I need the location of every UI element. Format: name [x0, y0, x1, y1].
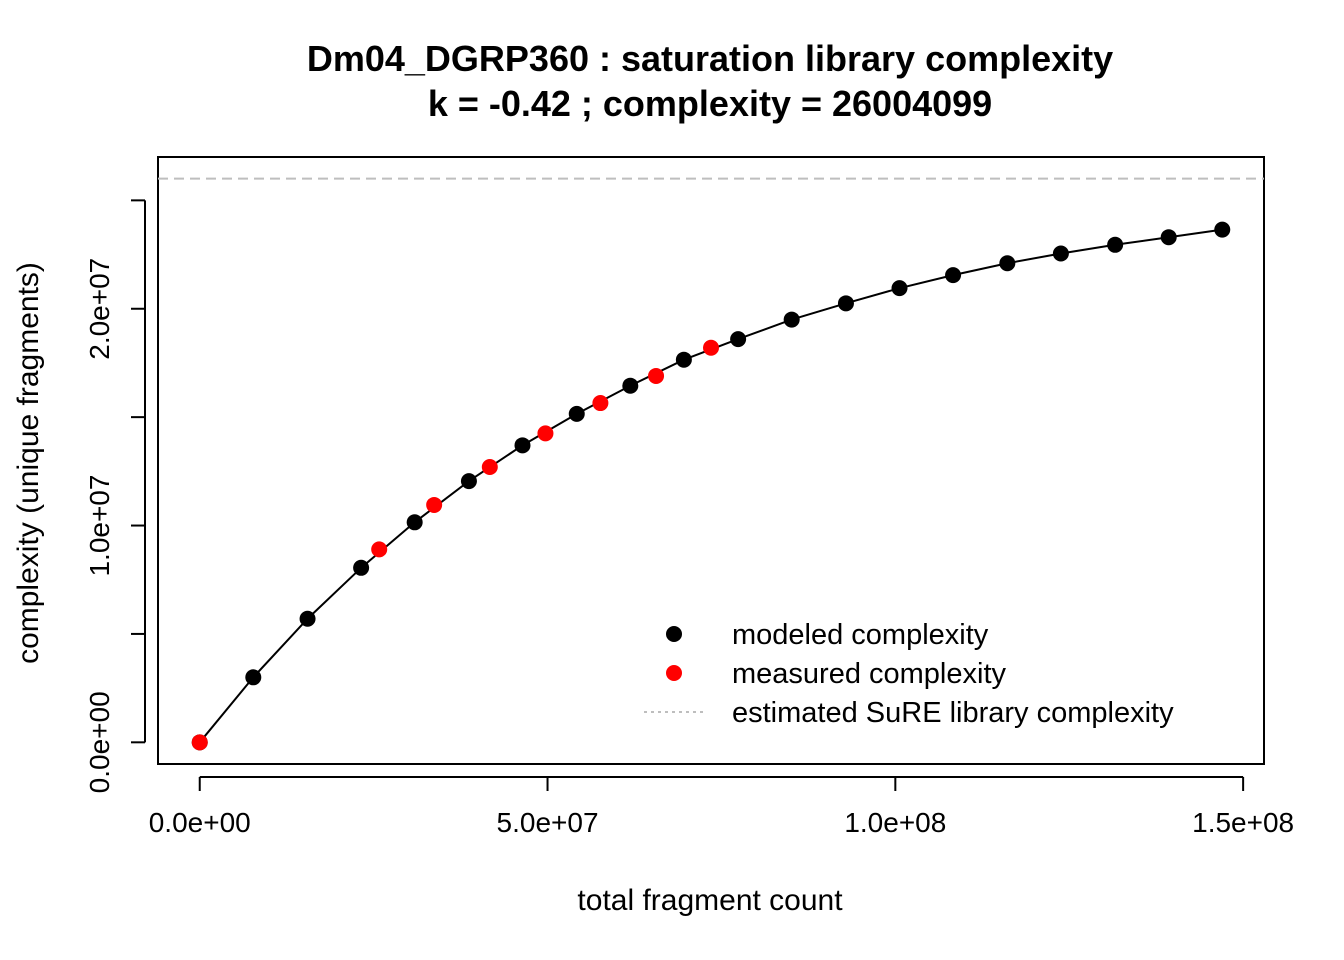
chart-title: Dm04_DGRP360 : saturation library comple… — [307, 38, 1113, 79]
modeled-point — [353, 559, 370, 576]
modeled-point — [1052, 245, 1069, 262]
y-tick-label: 0.0e+00 — [84, 691, 115, 793]
x-tick-label: 5.0e+07 — [497, 807, 599, 838]
modeled-point — [1107, 236, 1124, 253]
modeled-point — [783, 311, 800, 328]
modeled-point — [622, 377, 639, 394]
legend: modeled complexity measured complexity est… — [644, 619, 1174, 729]
modeled-point — [514, 437, 531, 454]
modeled-point — [1160, 229, 1177, 246]
modeled-point — [406, 514, 423, 531]
modeled-point — [245, 669, 262, 686]
y-axis-label: complexity (unique fragments) — [12, 262, 45, 664]
axes: 0.0e+00 5.0e+07 1.0e+08 1.5e+08 0.0e+00 1.0e+… — [84, 199, 1294, 838]
measured-point — [426, 496, 443, 513]
legend-label: estimated SuRE library complexity — [732, 697, 1174, 729]
series-layer — [191, 221, 1231, 751]
modeled-point — [568, 405, 585, 422]
measured-point — [648, 367, 665, 384]
x-axis-label: total fragment count — [577, 884, 843, 917]
legend-measured-marker — [666, 665, 682, 681]
legend-label: measured complexity — [732, 658, 1006, 690]
modeled-point — [837, 295, 854, 312]
measured-point — [371, 541, 388, 558]
y-tick-label: 2.0e+07 — [84, 258, 115, 360]
modeled-point — [945, 267, 962, 284]
modeled-point — [891, 280, 908, 297]
legend-label: modeled complexity — [732, 619, 989, 651]
modeled-point — [299, 610, 316, 627]
modeled-point — [999, 255, 1016, 272]
modeled-point — [1214, 221, 1231, 238]
modeled-complexity-line — [198, 228, 1223, 743]
plot-frame — [157, 156, 1265, 765]
modeled-point — [675, 351, 692, 368]
measured-point — [537, 425, 554, 442]
measured-point — [592, 395, 609, 412]
chart-subtitle: k = -0.42 ; complexity = 26004099 — [428, 83, 992, 124]
measured-point — [191, 734, 208, 751]
measured-point — [703, 339, 719, 356]
y-tick-label: 1.0e+07 — [84, 475, 115, 577]
x-tick-label: 1.0e+08 — [844, 807, 946, 838]
modeled-point — [730, 331, 747, 348]
x-tick-label: 0.0e+00 — [149, 807, 251, 838]
measured-point — [481, 459, 498, 476]
legend-modeled-marker — [666, 626, 682, 642]
x-tick-label: 1.5e+08 — [1192, 807, 1294, 838]
modeled-point — [460, 473, 477, 490]
